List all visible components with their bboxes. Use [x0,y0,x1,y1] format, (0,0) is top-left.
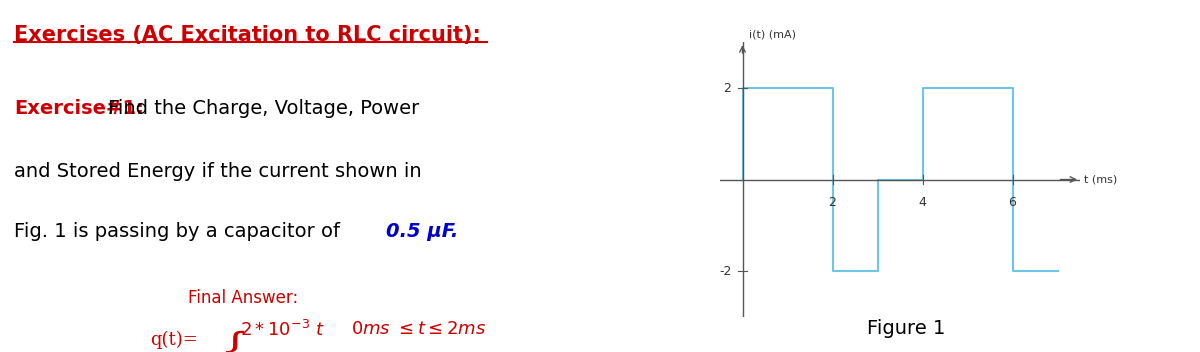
Text: Exercises (AC Excitation to RLC circuit):: Exercises (AC Excitation to RLC circuit)… [14,25,481,45]
Text: 2: 2 [828,195,836,208]
Text: Exercise#1:: Exercise#1: [14,99,144,118]
Text: t (ms): t (ms) [1085,175,1117,184]
Text: 0.5 μF.: 0.5 μF. [386,222,458,241]
Text: 2: 2 [724,82,731,94]
Text: Fig. 1 is passing by a capacitor of: Fig. 1 is passing by a capacitor of [14,222,346,241]
Text: $0ms\ \leq t \leq 2ms$: $0ms\ \leq t \leq 2ms$ [352,320,486,338]
Text: q(t)=: q(t)= [150,331,197,349]
Text: {: { [220,331,250,352]
Text: $2 * 10^{-3}\ t$: $2 * 10^{-3}\ t$ [240,320,325,340]
Text: i(t) (mA): i(t) (mA) [749,30,797,40]
Text: 4: 4 [918,195,926,208]
Text: Find the Charge, Voltage, Power: Find the Charge, Voltage, Power [108,99,419,118]
Text: -2: -2 [719,265,731,277]
Text: Figure 1: Figure 1 [866,319,946,338]
Text: 6: 6 [1008,195,1016,208]
Text: and Stored Energy if the current shown in: and Stored Energy if the current shown i… [14,162,421,181]
Text: Final Answer:: Final Answer: [188,289,298,307]
